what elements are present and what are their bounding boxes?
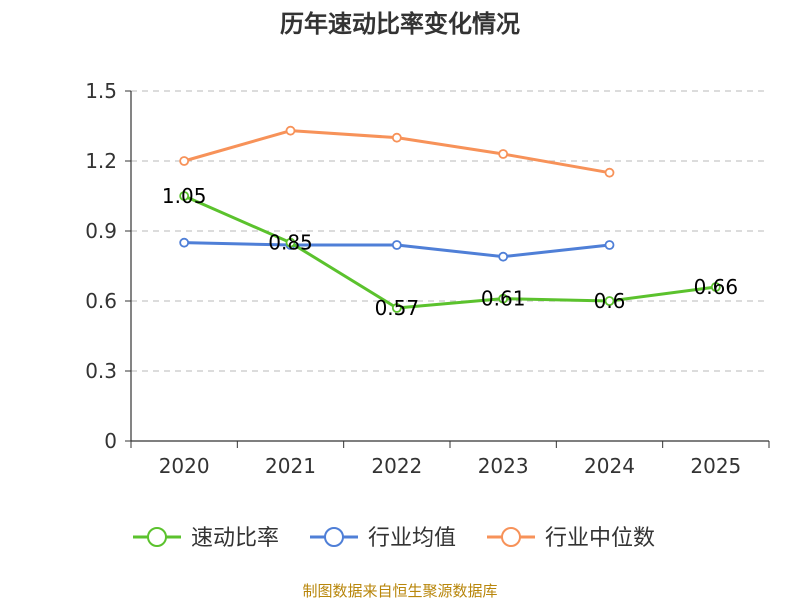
data-point: [604, 167, 615, 178]
x-tick-label: 2023: [478, 454, 529, 478]
data-point: [391, 132, 402, 143]
y-tick-label: 0.6: [85, 289, 117, 313]
data-point: [498, 149, 509, 159]
data-point: [179, 191, 190, 201]
y-tick-label: 0.3: [85, 359, 117, 383]
data-point: [498, 251, 509, 262]
legend-swatch-marker: [324, 527, 344, 547]
data-label: 0.66: [694, 275, 739, 299]
data-point: [391, 240, 402, 250]
data-label: 0.61: [481, 287, 526, 311]
y-tick-label: 0.9: [85, 219, 117, 243]
axes: 0 0.3 0.6 0.9 1.2 1.5 2020 2021 2022 2023 2024 2025: [85, 79, 770, 478]
y-tick-label: 0: [104, 429, 117, 453]
data-point: [498, 293, 509, 304]
data-labels: 1.05 0.85 0.57 0.61 0.6 0.66: [162, 184, 738, 320]
y-tick-label: 1.2: [85, 149, 117, 173]
legend-label: 行业中位数: [545, 526, 655, 551]
data-label: 0.85: [268, 231, 313, 255]
grid-lines: [131, 90, 769, 372]
data-point: [604, 296, 615, 306]
x-tick-label: 2021: [265, 454, 316, 478]
data-point: [179, 156, 190, 166]
legend-label: 速动比率: [191, 526, 279, 551]
data-label: 0.6: [594, 289, 626, 313]
chart-title: 历年速动比率变化情况: [280, 10, 520, 38]
data-label: 0.57: [375, 296, 420, 320]
data-point: [391, 303, 402, 313]
series-line: [183, 194, 717, 310]
y-tick-label: 1.5: [85, 79, 117, 103]
series-group: [179, 125, 721, 313]
legend-label: 行业均值: [368, 526, 456, 551]
data-point: [285, 125, 296, 136]
data-point: [285, 237, 296, 248]
legend-swatch-marker: [147, 527, 167, 547]
data-point: [710, 282, 721, 292]
x-tick-label: 2024: [584, 454, 635, 478]
data-label: 1.05: [162, 184, 207, 208]
data-point: [179, 237, 190, 248]
x-tick-label: 2020: [159, 454, 210, 478]
source-note: 制图数据来自恒生聚源数据库: [302, 582, 497, 600]
legend: 速动比率 行业均值 行业中位数: [133, 526, 655, 551]
data-point: [604, 240, 615, 250]
legend-swatch-marker: [501, 527, 521, 547]
x-tick-label: 2025: [690, 454, 741, 478]
x-tick-label: 2022: [371, 454, 422, 478]
